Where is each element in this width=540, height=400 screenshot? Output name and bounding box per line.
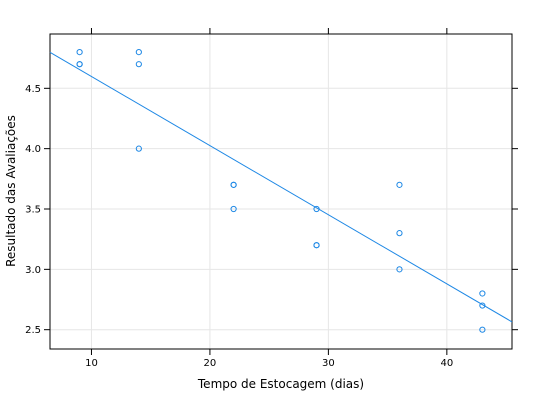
- y-tick-label: 3.5: [25, 205, 41, 216]
- regression-line: [49, 51, 513, 323]
- x-tick-labels: 10 20 30 40: [85, 358, 453, 369]
- x-tick-label: 10: [85, 358, 98, 369]
- data-point: [479, 302, 486, 309]
- data-point: [396, 230, 403, 237]
- data-point: [396, 266, 403, 273]
- x-tick-label: 40: [440, 358, 453, 369]
- data-point: [479, 326, 486, 333]
- y-tick-label: 3.0: [25, 265, 41, 276]
- fit-line-group: [49, 51, 513, 323]
- data-point: [135, 61, 142, 68]
- grid-lines: [50, 34, 512, 349]
- data-point: [135, 49, 142, 56]
- y-tick-label: 2.5: [25, 325, 41, 336]
- y-tick-label: 4.0: [25, 144, 41, 155]
- data-point: [396, 181, 403, 188]
- data-point: [313, 205, 320, 213]
- y-tick-label: 4.5: [25, 84, 41, 95]
- plot-frame: [49, 33, 513, 350]
- data-point: [76, 61, 83, 68]
- x-axis-label: Tempo de Estocagem (dias): [197, 377, 364, 391]
- data-point: [135, 145, 142, 152]
- data-point: [479, 290, 486, 297]
- data-point: [76, 49, 83, 56]
- x-tick-label: 20: [204, 358, 217, 369]
- data-point: [313, 242, 320, 249]
- x-tick-label: 30: [322, 358, 335, 369]
- data-points: [76, 49, 486, 333]
- axis-ticks: [44, 28, 518, 355]
- data-point: [230, 205, 237, 213]
- y-tick-labels: 2.5 3.0 3.5 4.0 4.5: [25, 84, 41, 336]
- data-point: [230, 181, 237, 188]
- y-axis-label: Resultado das Avaliações: [4, 115, 18, 267]
